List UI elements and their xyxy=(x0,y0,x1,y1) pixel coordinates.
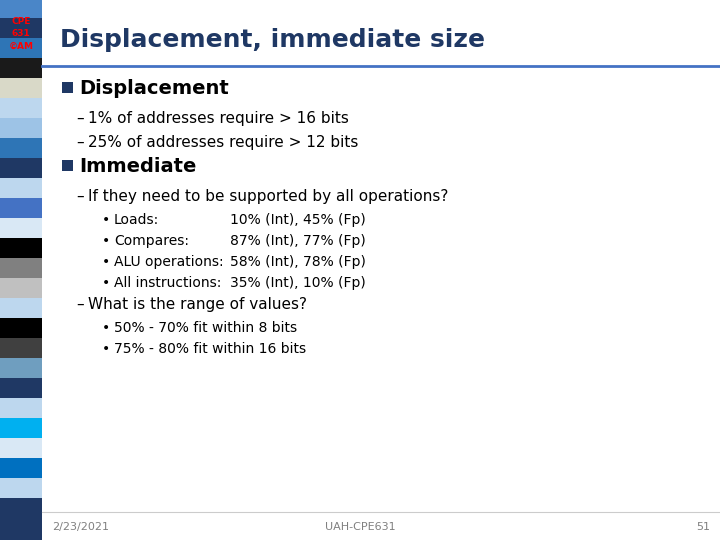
Bar xyxy=(0,58,42,78)
Bar xyxy=(0,438,42,458)
Bar xyxy=(0,378,42,398)
Bar xyxy=(0,178,42,198)
Text: UAH-CPE631: UAH-CPE631 xyxy=(325,522,395,532)
Text: Displacement, immediate size: Displacement, immediate size xyxy=(60,28,485,52)
Text: 87% (Int), 77% (Fp): 87% (Int), 77% (Fp) xyxy=(230,234,366,248)
Bar xyxy=(0,18,42,38)
Text: –: – xyxy=(76,111,84,125)
Bar xyxy=(0,278,42,298)
Text: Compares:: Compares: xyxy=(114,234,189,248)
Text: •: • xyxy=(102,213,110,227)
Text: CPE: CPE xyxy=(12,17,31,26)
Text: Loads:: Loads: xyxy=(114,213,159,227)
Text: 631: 631 xyxy=(12,30,30,38)
Text: All instructions:: All instructions: xyxy=(114,276,221,290)
Text: 51: 51 xyxy=(696,522,710,532)
Text: 10% (Int), 45% (Fp): 10% (Int), 45% (Fp) xyxy=(230,213,366,227)
Bar xyxy=(0,498,42,540)
Bar xyxy=(62,82,73,93)
Bar xyxy=(0,198,42,218)
Text: –: – xyxy=(76,296,84,312)
Bar xyxy=(0,358,42,378)
Bar xyxy=(0,318,42,338)
Text: •: • xyxy=(102,321,110,335)
Text: What is the range of values?: What is the range of values? xyxy=(88,296,307,312)
Text: ALU operations:: ALU operations: xyxy=(114,255,224,269)
Bar xyxy=(0,258,42,278)
Text: ©AM: ©AM xyxy=(9,42,34,51)
Text: •: • xyxy=(102,342,110,356)
Bar xyxy=(0,138,42,158)
Text: 2/23/2021: 2/23/2021 xyxy=(52,522,109,532)
Bar xyxy=(0,118,42,138)
Text: 75% - 80% fit within 16 bits: 75% - 80% fit within 16 bits xyxy=(114,342,306,356)
Text: •: • xyxy=(102,255,110,269)
Text: 1% of addresses require > 16 bits: 1% of addresses require > 16 bits xyxy=(88,111,349,125)
Text: –: – xyxy=(76,188,84,204)
Text: 25% of addresses require > 12 bits: 25% of addresses require > 12 bits xyxy=(88,134,359,150)
Bar xyxy=(0,218,42,238)
Bar xyxy=(62,160,73,171)
Bar xyxy=(0,458,42,478)
Bar xyxy=(0,158,42,178)
Text: –: – xyxy=(76,134,84,150)
Bar xyxy=(0,478,42,498)
Text: Displacement: Displacement xyxy=(79,78,229,98)
Bar xyxy=(0,0,42,18)
Text: 35% (Int), 10% (Fp): 35% (Int), 10% (Fp) xyxy=(230,276,366,290)
Bar xyxy=(0,38,42,58)
Bar xyxy=(42,0,720,66)
Text: 58% (Int), 78% (Fp): 58% (Int), 78% (Fp) xyxy=(230,255,366,269)
Bar xyxy=(0,238,42,258)
Text: Immediate: Immediate xyxy=(79,157,197,176)
Bar xyxy=(0,298,42,318)
Bar xyxy=(0,98,42,118)
Text: 50% - 70% fit within 8 bits: 50% - 70% fit within 8 bits xyxy=(114,321,297,335)
Bar xyxy=(0,418,42,438)
Bar xyxy=(0,398,42,418)
Text: If they need to be supported by all operations?: If they need to be supported by all oper… xyxy=(88,188,449,204)
Text: •: • xyxy=(102,234,110,248)
Bar xyxy=(0,338,42,358)
Bar xyxy=(0,78,42,98)
Text: •: • xyxy=(102,276,110,290)
